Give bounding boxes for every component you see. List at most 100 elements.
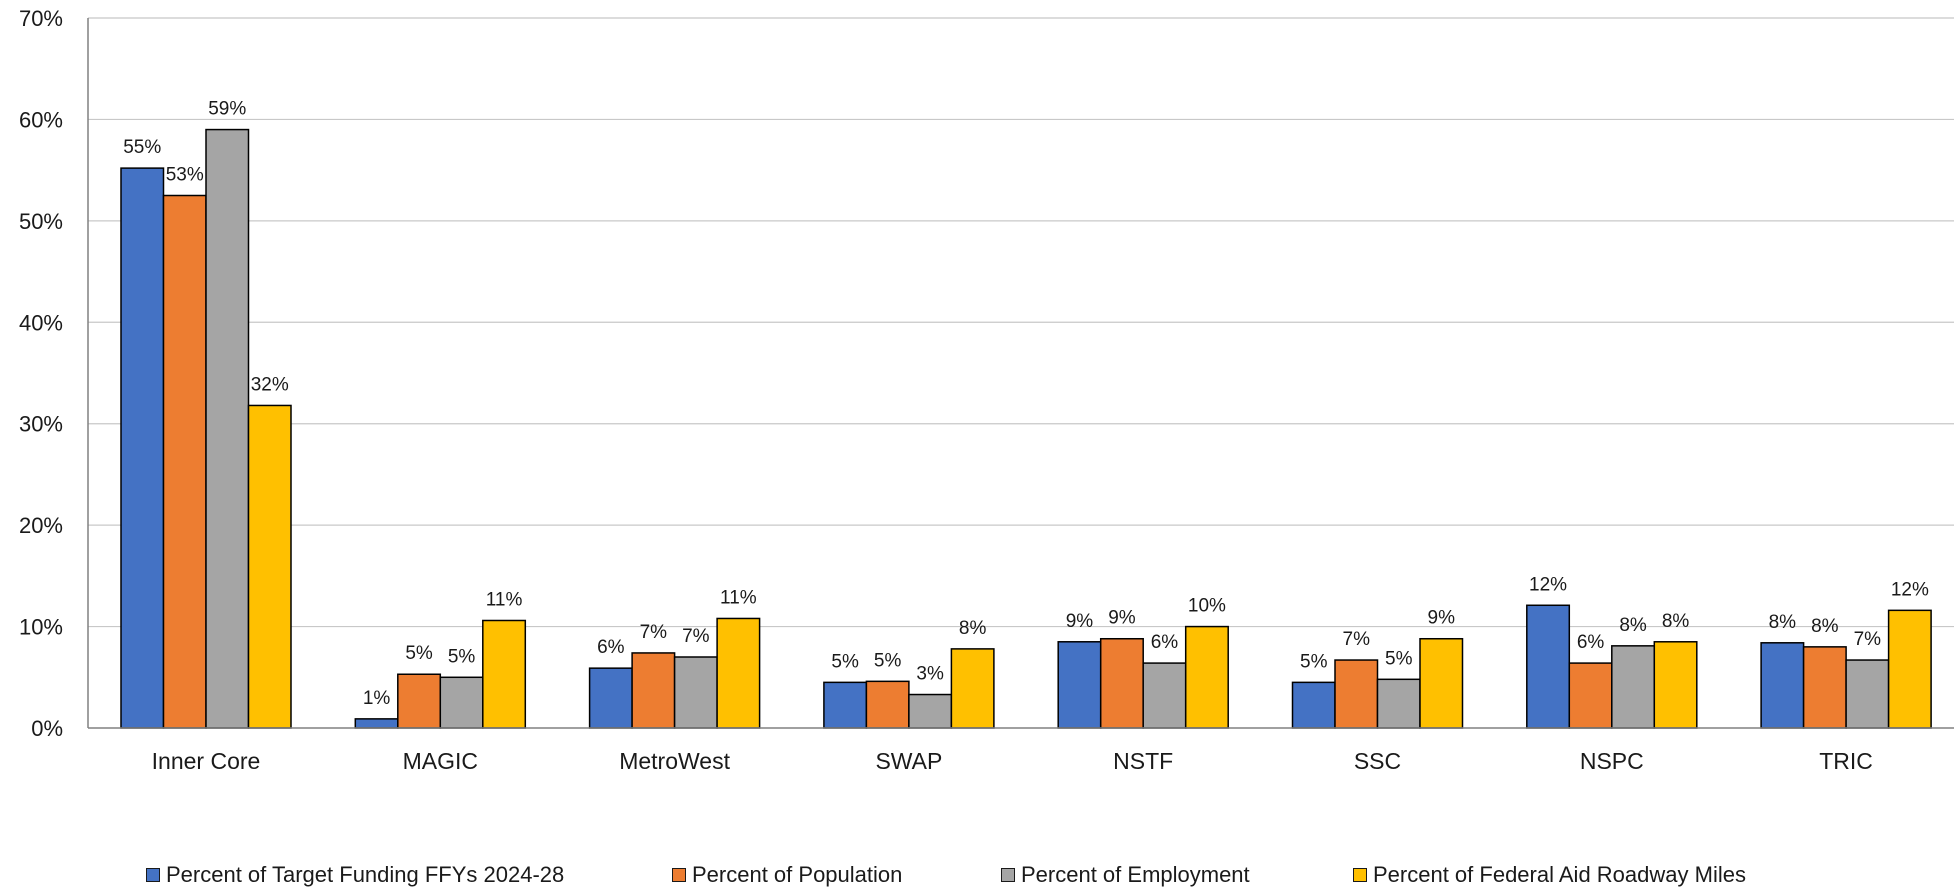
x-category-label: MetroWest xyxy=(619,748,730,774)
legend-label: Percent of Target Funding FFYs 2024-28 xyxy=(166,862,565,887)
legend-swatch xyxy=(1001,868,1015,882)
data-label: 9% xyxy=(1066,611,1094,632)
legend-label: Percent of Employment xyxy=(1021,862,1250,887)
bars xyxy=(120,128,1932,729)
data-label: 7% xyxy=(1343,629,1371,650)
legend-item: Percent of Federal Aid Roadway Miles xyxy=(1353,860,1746,890)
bar xyxy=(1611,645,1656,729)
y-tick-label: 40% xyxy=(19,310,63,335)
data-label: 5% xyxy=(405,643,433,664)
data-label: 5% xyxy=(448,646,476,667)
data-label: 5% xyxy=(874,650,902,671)
bar xyxy=(1184,625,1229,729)
legend-swatch xyxy=(146,868,160,882)
data-label: 8% xyxy=(1811,616,1839,637)
data-label: 32% xyxy=(251,374,289,395)
bar xyxy=(1099,637,1144,729)
data-label: 8% xyxy=(1662,611,1690,632)
data-label: 59% xyxy=(208,99,246,120)
y-tick-label: 60% xyxy=(19,107,63,132)
bar xyxy=(1760,642,1805,729)
bar xyxy=(1845,659,1890,729)
bar xyxy=(673,656,718,729)
y-tick-label: 10% xyxy=(19,615,63,640)
data-label: 12% xyxy=(1891,579,1929,600)
legend-item: Percent of Target Funding FFYs 2024-28 xyxy=(146,860,564,890)
data-label: 9% xyxy=(1428,608,1456,629)
bar xyxy=(1568,662,1613,729)
bar xyxy=(205,128,250,729)
x-category-label: MAGIC xyxy=(403,748,478,774)
data-label: 10% xyxy=(1188,596,1226,617)
data-label: 6% xyxy=(1577,632,1605,653)
x-category-label: SSC xyxy=(1354,748,1401,774)
data-label: 53% xyxy=(166,165,204,186)
bar xyxy=(120,167,165,729)
data-label: 8% xyxy=(1769,612,1797,633)
y-tick-label: 20% xyxy=(19,513,63,538)
y-tick-label: 0% xyxy=(31,716,63,741)
bar xyxy=(439,676,484,729)
legend-swatch xyxy=(1353,868,1367,882)
data-label: 11% xyxy=(720,587,757,608)
x-category-label: NSPC xyxy=(1580,748,1644,774)
bar xyxy=(162,194,207,729)
x-category-label: NSTF xyxy=(1113,748,1173,774)
data-label: 12% xyxy=(1529,574,1567,595)
bar xyxy=(716,617,761,729)
bar xyxy=(1291,681,1336,729)
bar xyxy=(1419,637,1464,729)
data-label: 3% xyxy=(916,664,944,685)
data-label: 8% xyxy=(1619,615,1647,636)
bar xyxy=(1887,609,1932,729)
bar xyxy=(1334,659,1379,729)
bar xyxy=(908,693,953,729)
data-label: 9% xyxy=(1108,608,1136,629)
bar xyxy=(631,652,676,729)
data-label: 7% xyxy=(1854,629,1882,650)
gridlines xyxy=(88,17,1954,628)
data-label: 5% xyxy=(1300,651,1328,672)
x-category-label: Inner Core xyxy=(152,748,261,774)
legend-label: Percent of Population xyxy=(692,862,903,887)
bar xyxy=(865,680,910,729)
bar xyxy=(823,681,868,729)
x-category-label: TRIC xyxy=(1819,748,1873,774)
bar xyxy=(247,404,292,729)
data-label: 5% xyxy=(831,651,859,672)
data-labels: 55%53% 59% 32% 1% 5% 5% 11% 6% 7% 7% 11% 5% 5% 3% 8% 9%… xyxy=(123,99,1929,709)
bar xyxy=(950,648,995,729)
bar xyxy=(1376,678,1421,729)
legend-label: Percent of Federal Aid Roadway Miles xyxy=(1373,862,1746,887)
data-label: 8% xyxy=(959,618,987,639)
y-tick-label: 50% xyxy=(19,209,63,234)
bar xyxy=(1653,641,1698,729)
data-label: 6% xyxy=(1151,632,1179,653)
data-label: 7% xyxy=(682,626,710,647)
legend-swatch xyxy=(672,868,686,882)
data-label: 5% xyxy=(1385,648,1413,669)
bar xyxy=(1526,604,1571,729)
y-tick-label: 70% xyxy=(19,6,63,31)
bar xyxy=(1142,662,1187,729)
legend: Percent of Target Funding FFYs 2024-28 Pe… xyxy=(0,860,1954,890)
bar xyxy=(397,673,442,729)
bar xyxy=(588,667,633,729)
data-label: 11% xyxy=(486,589,523,610)
bar xyxy=(482,619,527,729)
y-axis-tick-labels: 0% 10% 20% 30% 40% 50% 60% 70% xyxy=(19,6,63,741)
legend-item: Percent of Employment xyxy=(1001,860,1250,890)
bar xyxy=(1802,646,1847,729)
y-tick-label: 30% xyxy=(19,412,63,437)
x-axis-category-labels: Inner Core MAGIC MetroWest SWAP NSTF SSC NSPC T… xyxy=(152,748,1873,774)
data-label: 6% xyxy=(597,637,625,658)
data-label: 7% xyxy=(640,622,668,643)
data-label: 1% xyxy=(363,688,391,709)
x-category-label: SWAP xyxy=(875,748,942,774)
bar xyxy=(354,718,399,729)
data-label: 55% xyxy=(123,137,161,158)
bar xyxy=(1057,641,1102,729)
axes xyxy=(87,18,1954,729)
